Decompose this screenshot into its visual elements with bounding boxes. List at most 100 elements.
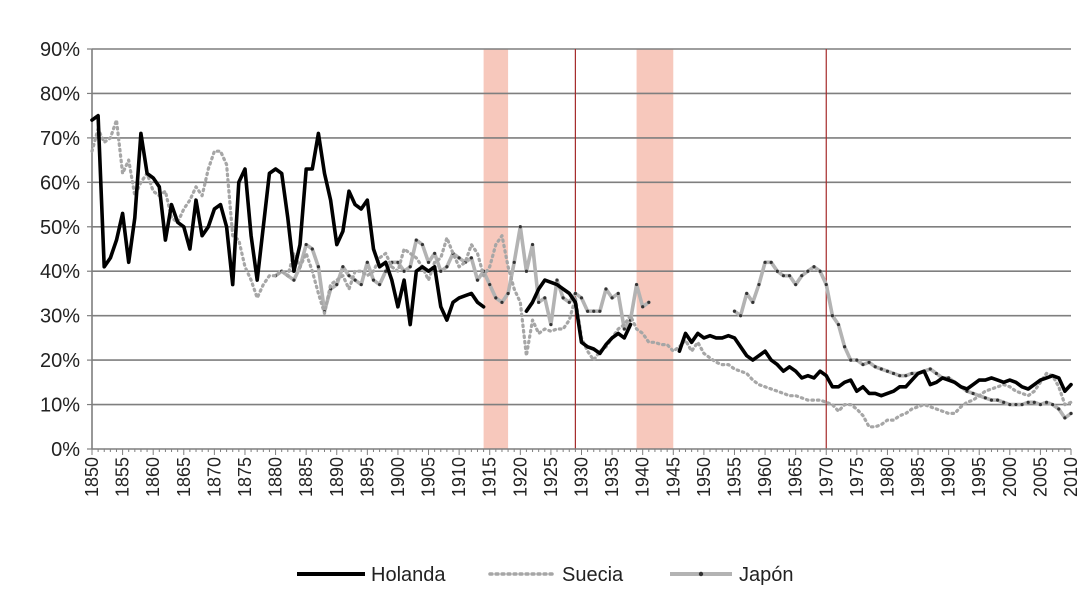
data-point-japon — [732, 309, 737, 313]
data-point-japon — [861, 362, 865, 367]
data-point-japon — [787, 274, 792, 278]
data-point-japon — [524, 269, 529, 273]
data-point-japon — [1057, 407, 1061, 411]
data-point-japon — [989, 398, 994, 402]
data-point-japon — [543, 296, 547, 300]
y-tick-label: 40% — [40, 261, 80, 283]
legend-item-suecia: Suecia — [488, 564, 624, 586]
data-point-japon — [610, 296, 614, 300]
data-point-japon — [751, 300, 755, 304]
data-point-japon — [573, 291, 577, 296]
x-tick-label: 1950 — [694, 457, 714, 497]
x-tick-label: 1965 — [786, 457, 806, 497]
data-point-japon — [1063, 416, 1067, 420]
data-point-japon — [1044, 400, 1049, 404]
legend-label-suecia: Suecia — [562, 564, 624, 586]
data-point-japon — [365, 260, 369, 264]
data-point-japon — [830, 314, 834, 318]
data-point-japon — [506, 291, 510, 296]
data-point-japon — [769, 260, 773, 264]
data-point-japon — [1002, 400, 1006, 404]
axes — [87, 48, 1072, 455]
x-tick-label: 1905 — [419, 457, 439, 497]
series-lines — [90, 113, 1073, 429]
data-point-japon — [647, 300, 651, 304]
data-point-japon — [800, 274, 804, 278]
data-point-japon — [353, 278, 357, 282]
x-tick-label: 1980 — [877, 457, 897, 497]
x-tick-label: 1870 — [204, 457, 224, 497]
data-point-japon — [849, 358, 853, 362]
x-tick-label: 1970 — [816, 457, 836, 497]
data-point-japon — [873, 365, 877, 369]
x-tick-label: 1900 — [388, 457, 408, 497]
x-tick-label: 1925 — [541, 457, 561, 497]
legend: Holanda Suecia Japón — [297, 564, 794, 586]
x-tick-label: 1995 — [969, 457, 989, 497]
data-point-japon — [475, 278, 480, 282]
data-point-japon — [530, 242, 535, 247]
data-point-japon — [408, 265, 412, 269]
data-point-japon — [1026, 400, 1030, 404]
data-point-japon — [763, 260, 767, 264]
x-tick-label: 1890 — [327, 457, 347, 497]
legend-label-japon: Japón — [739, 564, 794, 586]
x-tick-label: 1860 — [143, 457, 163, 497]
data-point-japon — [555, 278, 559, 282]
x-tick-label: 1935 — [602, 457, 622, 497]
x-tick-label: 1945 — [663, 457, 683, 497]
reference-lines — [574, 49, 827, 449]
data-point-japon — [549, 322, 553, 327]
data-point-japon — [634, 282, 639, 287]
y-tick-label: 70% — [40, 128, 80, 150]
data-point-japon — [904, 374, 908, 378]
data-point-japon — [384, 269, 388, 273]
data-point-japon — [347, 274, 351, 278]
x-tick-label: 1865 — [174, 457, 194, 497]
data-point-japon — [445, 265, 449, 269]
data-point-japon — [1038, 402, 1043, 407]
y-tick-label: 60% — [40, 172, 80, 194]
y-tick-label: 50% — [40, 217, 80, 239]
data-point-japon — [561, 296, 565, 300]
data-point-japon — [775, 269, 779, 273]
data-point-japon — [885, 369, 890, 373]
data-point-japon — [316, 265, 320, 269]
data-point-japon — [641, 305, 645, 309]
data-point-japon — [983, 396, 987, 400]
y-tick-label: 20% — [40, 350, 80, 372]
data-point-japon — [1008, 402, 1012, 407]
x-tick-label: 1955 — [724, 457, 744, 497]
data-point-japon — [812, 265, 816, 269]
data-point-japon — [1069, 411, 1073, 416]
series-line-holanda-0 — [90, 113, 486, 327]
data-point-japon — [616, 291, 620, 296]
data-point-japon — [738, 314, 743, 318]
data-point-japon — [433, 251, 437, 256]
data-point-japon — [879, 367, 883, 371]
gridlines — [92, 48, 1071, 406]
data-point-japon — [396, 260, 400, 264]
data-point-japon — [855, 358, 859, 362]
y-tick-label: 0% — [51, 439, 80, 461]
y-tick-label: 10% — [40, 395, 80, 417]
data-point-japon — [891, 371, 896, 376]
x-tick-labels: 1850 1855 1860 1865 1870 1875 1880 1885 1890 1895… — [82, 457, 1081, 497]
data-point-japon — [836, 322, 841, 327]
data-point-japon — [500, 300, 504, 304]
series-line-suecia-0 — [90, 118, 1073, 429]
data-point-japon — [1020, 402, 1024, 407]
y-tick-label: 80% — [40, 83, 80, 105]
data-point-japon — [757, 282, 761, 287]
data-point-japon — [537, 300, 541, 304]
data-point-japon — [567, 300, 571, 304]
data-point-japon — [824, 282, 828, 287]
data-point-japon — [934, 371, 938, 376]
data-point-japon — [1032, 400, 1036, 404]
data-point-japon — [359, 282, 363, 287]
legend-item-japon: Japón — [670, 564, 794, 586]
x-tick-label: 1975 — [847, 457, 867, 497]
shaded-period-1914-1918 — [483, 49, 509, 449]
